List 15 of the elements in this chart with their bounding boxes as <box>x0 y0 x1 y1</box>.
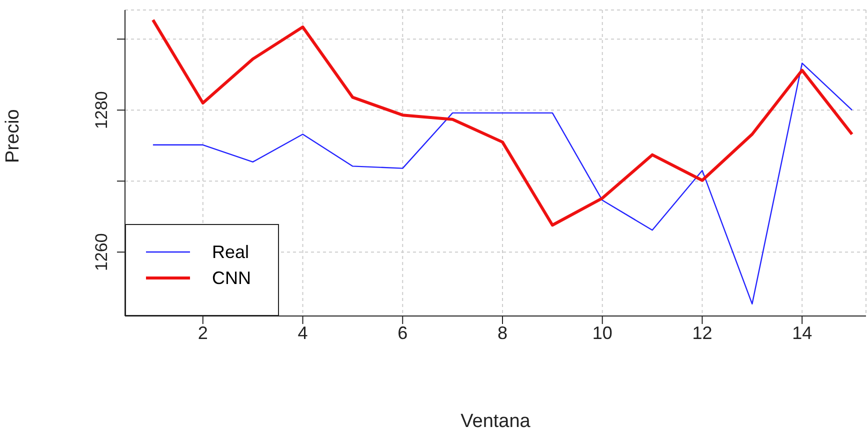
x-tick-label: 6 <box>398 322 408 343</box>
x-tick-label: 8 <box>497 322 508 343</box>
x-tick-label: 4 <box>298 322 308 343</box>
x-tick-label: 10 <box>592 322 612 343</box>
y-tick-label: 1280 <box>92 91 111 130</box>
y-tick-label: 1260 <box>92 233 111 272</box>
x-tick-label: 12 <box>692 322 712 343</box>
x-tick-label: 2 <box>198 322 208 343</box>
line-series <box>152 62 853 305</box>
line-series <box>151 18 854 227</box>
y-axis-title: Precio <box>2 109 24 163</box>
x-axis-title: Ventana <box>460 411 531 431</box>
legend-label: Real <box>212 242 250 262</box>
legend-label: CNN <box>212 268 251 288</box>
x-tick-label: 14 <box>792 322 812 343</box>
